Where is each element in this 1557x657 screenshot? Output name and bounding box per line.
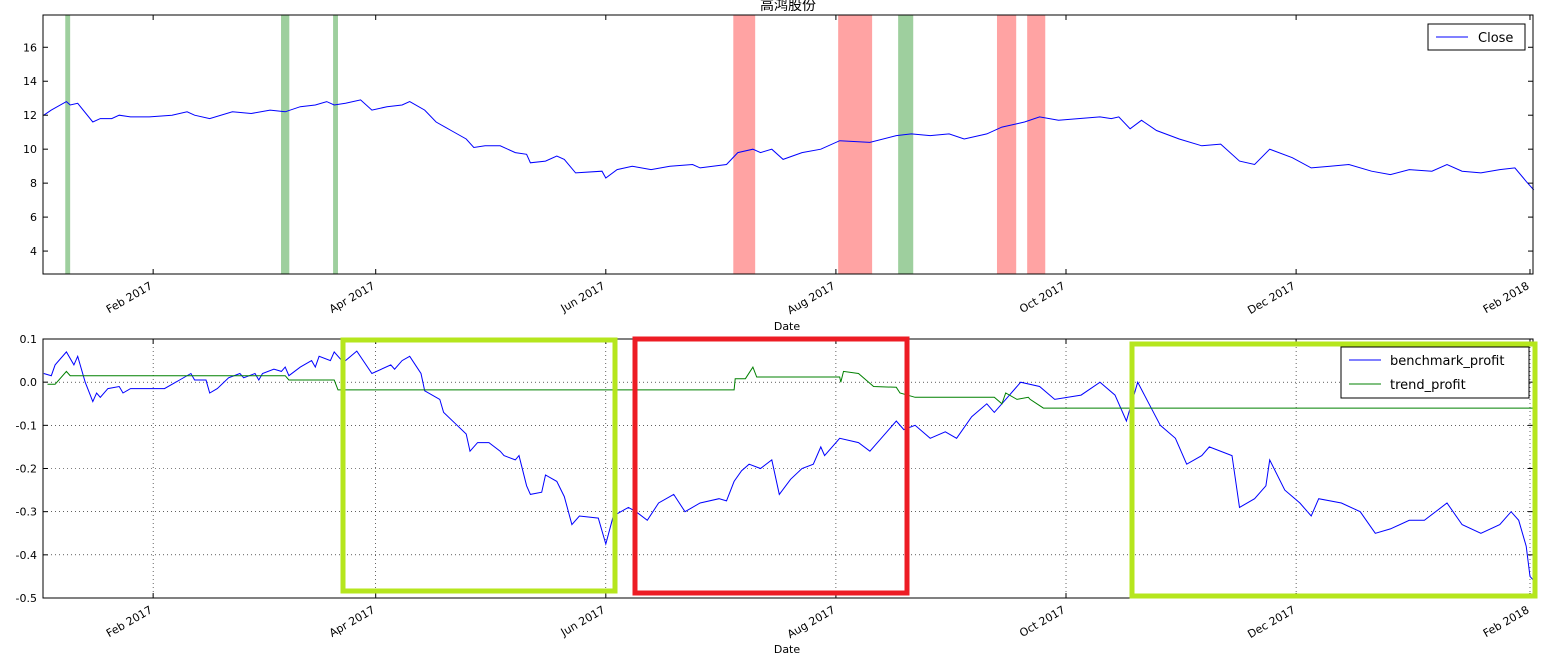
x-tick-label: Feb 2018 (1481, 603, 1532, 640)
x-tick-label: Oct 2017 (1017, 603, 1067, 640)
y-tick-label: 14 (23, 75, 37, 88)
y-tick-label: -0.5 (16, 592, 37, 605)
legend-bottom: benchmark_profit trend_profit (1340, 346, 1530, 399)
x-tick-label: Feb 2017 (104, 603, 155, 640)
x-tick-label: Jun 2017 (558, 603, 608, 639)
x-tick-label: Feb 2018 (1481, 279, 1532, 316)
y-tick-label: -0.1 (16, 419, 37, 432)
x-tick-label: Aug 2017 (785, 279, 837, 317)
buy-signal-span (898, 15, 914, 274)
buy-signal-span (281, 15, 290, 274)
x-axis-label-bottom: Date (774, 643, 801, 656)
axes-frame (42, 14, 1534, 275)
x-tick-label: Apr 2017 (327, 279, 377, 316)
benchmark-profit-line (43, 350, 1535, 582)
x-tick-label: Oct 2017 (1017, 279, 1067, 316)
close-line (43, 99, 1535, 191)
y-tick-label: 12 (23, 109, 37, 122)
sell-signal-span (1027, 15, 1046, 274)
y-tick-label: -0.2 (16, 463, 37, 476)
x-tick-label: Feb 2017 (104, 279, 155, 316)
y-tick-label: -0.3 (16, 506, 37, 519)
x-tick-label: Dec 2017 (1245, 279, 1297, 317)
legend-benchmark-label: benchmark_profit (1390, 354, 1504, 369)
y-tick-label: 16 (23, 41, 37, 54)
y-tick-label: 0.1 (20, 333, 38, 346)
legend-top: Close (1427, 23, 1526, 51)
y-tick-label: -0.4 (16, 549, 37, 562)
y-tick-label: 6 (30, 211, 37, 224)
close-price-axes: Feb 2017 Apr 2017 Jun 2017 Aug 2017 Oct 2017… (23, 14, 1535, 317)
legend-trend-label: trend_profit (1390, 378, 1466, 393)
annotation-box-green-1 (340, 337, 618, 594)
x-tick-label: Aug 2017 (785, 603, 837, 641)
y-tick-label: 10 (23, 143, 37, 156)
sell-signal-span (733, 15, 756, 274)
trend-profit-line (47, 366, 1534, 409)
sell-signal-span (838, 15, 873, 274)
x-tick-label: Apr 2017 (327, 603, 377, 640)
annotation-box-green-2 (1129, 341, 1538, 599)
x-tick-label: Dec 2017 (1245, 603, 1297, 641)
sell-signal-span (996, 15, 1017, 274)
chart-title: 高鸿股份 (760, 0, 816, 14)
y-tick-label: 0.0 (20, 376, 38, 389)
legend-close-label: Close (1478, 31, 1513, 46)
buy-signal-span (65, 15, 71, 274)
x-tick-label: Jun 2017 (558, 279, 608, 315)
x-axis-label-top: Date (774, 320, 801, 333)
y-tick-label: 8 (30, 177, 37, 190)
y-tick-label: 4 (30, 245, 37, 258)
buy-signal-span (333, 15, 338, 274)
annotation-box-red (632, 336, 910, 596)
